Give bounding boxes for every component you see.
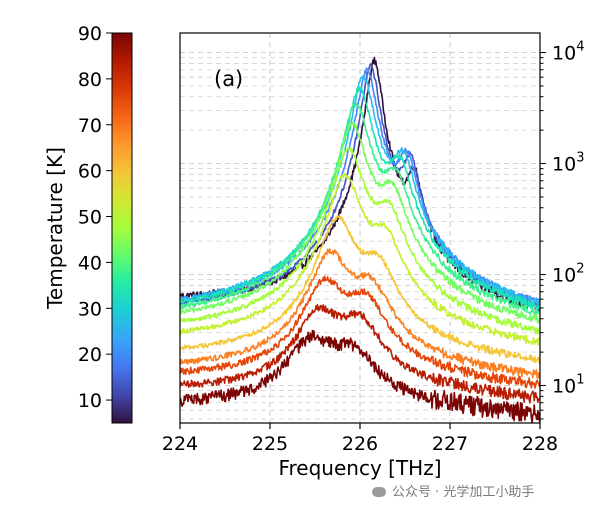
wechat-icon xyxy=(372,487,386,497)
colorbar-tick-label: 90 xyxy=(78,23,102,45)
series-group xyxy=(180,56,540,423)
x-tick-label: 224 xyxy=(162,433,198,455)
watermark-text: 公众号 · 光学加工小助手 xyxy=(392,485,535,500)
y-tick-label: 103 xyxy=(552,151,584,176)
series-line-90K xyxy=(180,329,540,423)
x-axis-label: Frequency [THz] xyxy=(278,456,441,480)
series-line-25K xyxy=(180,86,540,311)
colorbar-label: Temperature [K] xyxy=(43,147,67,310)
y-tick-label: 104 xyxy=(552,40,584,65)
colorbar-tick-label: 40 xyxy=(78,252,102,274)
colorbar-tick-label: 30 xyxy=(78,298,102,320)
panel-label: (a) xyxy=(214,67,243,91)
colorbar: 10 20 30 40 50 60 70 80 90 Temperature [K] xyxy=(43,23,133,424)
series-line-30K xyxy=(180,102,540,316)
series-line-55K xyxy=(180,215,540,365)
y-axis-ticks: 101 102 103 104 xyxy=(540,40,584,420)
series-line-40K xyxy=(180,146,540,335)
colorbar-ticks: 10 20 30 40 50 60 70 80 90 xyxy=(78,23,112,412)
series-line-35K xyxy=(180,121,540,324)
x-axis-ticks: 224 225 226 227 228 xyxy=(162,423,558,455)
series-line-65K xyxy=(180,248,540,379)
x-tick-label: 228 xyxy=(522,433,558,455)
y-tick-label: 102 xyxy=(552,262,584,287)
colorbar-gradient xyxy=(111,32,133,424)
colorbar-tick-label: 80 xyxy=(78,69,102,91)
series-line-20K xyxy=(180,74,540,306)
plot-area: 224 225 226 227 228 101 102 103 104 Frequency [… xyxy=(162,32,584,480)
colorbar-tick-label: 70 xyxy=(78,115,102,137)
series-line-45K xyxy=(180,173,540,346)
series-line-80K xyxy=(180,304,540,404)
x-tick-label: 227 xyxy=(432,433,468,455)
colorbar-tick-label: 10 xyxy=(78,390,102,412)
colorbar-tick-label: 20 xyxy=(78,344,102,366)
series-line-72K xyxy=(180,275,540,389)
colorbar-tick-label: 60 xyxy=(78,161,102,183)
y-tick-label: 101 xyxy=(552,373,584,398)
colorbar-tick-label: 50 xyxy=(78,207,102,229)
x-tick-label: 226 xyxy=(342,433,378,455)
watermark: 公众号 · 光学加工小助手 xyxy=(372,481,534,500)
x-tick-label: 225 xyxy=(252,433,288,455)
